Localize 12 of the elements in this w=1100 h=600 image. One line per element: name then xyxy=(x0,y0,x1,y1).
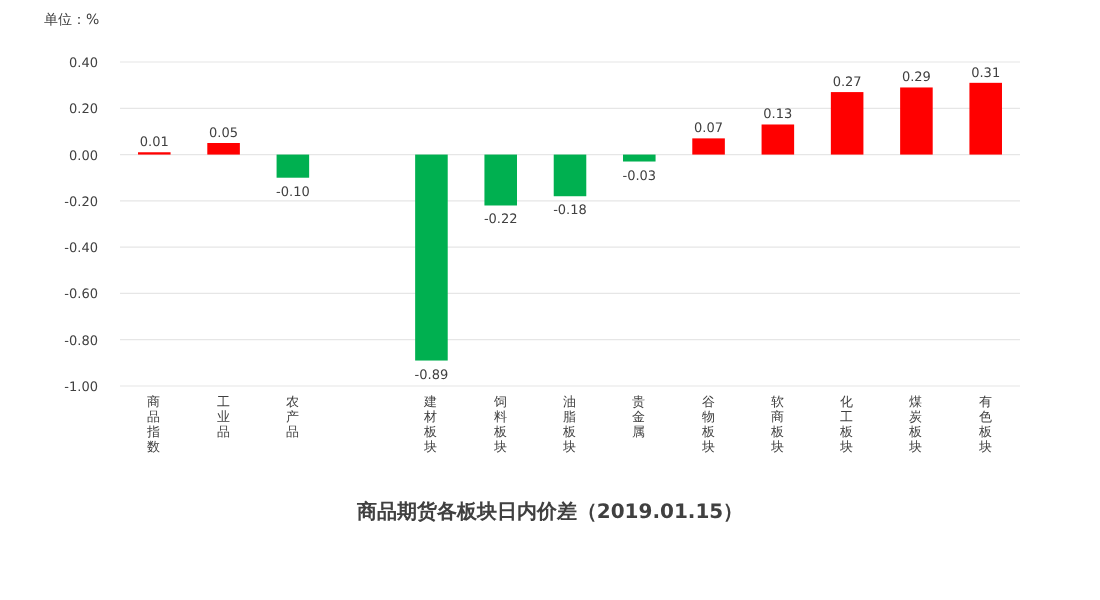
bar xyxy=(692,138,725,155)
bar xyxy=(484,154,517,206)
bar xyxy=(623,154,656,162)
bar xyxy=(761,124,795,155)
bar xyxy=(830,92,864,155)
bar xyxy=(969,82,1002,155)
bar xyxy=(276,154,310,178)
bar xyxy=(900,87,933,155)
bar xyxy=(207,143,240,155)
bar xyxy=(415,154,448,361)
text: 商品期货各板块日内价差（2019.01.15） xyxy=(354,500,744,524)
bar xyxy=(553,154,587,197)
